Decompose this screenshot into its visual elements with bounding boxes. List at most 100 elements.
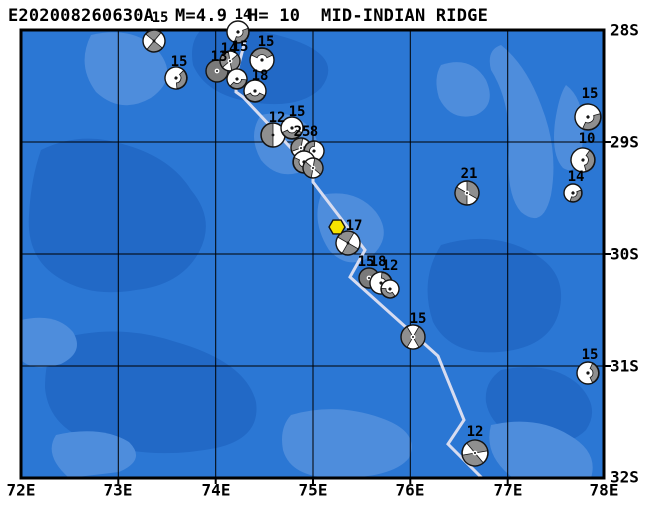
beachball-compression-lobe bbox=[381, 287, 396, 298]
beachball-center-dot bbox=[586, 371, 590, 375]
beachball bbox=[461, 439, 489, 467]
beachball-center-dot bbox=[290, 126, 294, 130]
beachball-tension-wedge bbox=[462, 442, 476, 456]
beachball-center-dot bbox=[581, 158, 585, 162]
beachball-depth-label: 25 bbox=[294, 124, 311, 140]
beachball-center-dot bbox=[388, 287, 392, 291]
bathymetry-patch-light bbox=[554, 85, 584, 171]
beachball-depth-label: 15 bbox=[232, 39, 249, 55]
beachball-depth-label: 14 bbox=[235, 7, 252, 23]
beachball-center-dot bbox=[235, 77, 239, 81]
epicenter-marker bbox=[328, 219, 346, 235]
beachball-compression-lobe bbox=[589, 362, 599, 384]
beachball bbox=[380, 279, 400, 299]
beachball bbox=[226, 68, 248, 90]
beachball-center-dot bbox=[368, 277, 370, 279]
lat-axis-label: 32S bbox=[610, 468, 639, 487]
beachball-compression-lobe bbox=[229, 78, 247, 89]
beachball bbox=[142, 29, 166, 53]
lon-axis-label: 77E bbox=[494, 481, 523, 500]
beachball-compression-lobe bbox=[569, 189, 582, 202]
ridge-axis-line bbox=[234, 30, 484, 478]
beachball-depth-label: 12 bbox=[467, 424, 484, 440]
beachball-depth-label: 15 bbox=[582, 86, 599, 102]
beachball bbox=[164, 66, 188, 90]
beachball-center-dot bbox=[346, 241, 350, 245]
beachball-depth-label: 15 bbox=[582, 347, 599, 363]
beachball bbox=[576, 361, 600, 385]
bathymetry-patch-light bbox=[489, 421, 593, 478]
beachball-center-dot bbox=[586, 115, 590, 119]
bathymetry-patch-light bbox=[436, 62, 490, 117]
lat-axis-label: 29S bbox=[610, 133, 639, 152]
beachball-depth-label: 14 bbox=[568, 169, 585, 185]
beachball-tension-wedge bbox=[310, 167, 321, 178]
beachball-depth-label: 21 bbox=[461, 166, 478, 182]
beachball-compression-quadrant bbox=[341, 242, 359, 255]
beachball-compression-lobe bbox=[233, 27, 249, 43]
beachball-compression-lobe bbox=[583, 150, 595, 172]
beachball-compression-lobe bbox=[582, 113, 601, 130]
beachball bbox=[280, 116, 304, 140]
lat-axis-label: 30S bbox=[610, 245, 639, 264]
sea-layer bbox=[21, 30, 604, 478]
bathymetry-patch-dark bbox=[427, 238, 562, 353]
beachball-depth-label: 18 bbox=[370, 254, 387, 270]
beachball-center-dot bbox=[229, 60, 231, 62]
beachball-center-dot bbox=[152, 39, 156, 43]
beachball bbox=[219, 50, 241, 72]
beachball-depth-label: 8 bbox=[310, 124, 318, 140]
beachball bbox=[243, 79, 267, 103]
beachball-depth-label: 15 bbox=[152, 10, 169, 26]
bathymetry-patch-light bbox=[21, 317, 77, 368]
bathymetry-patch-light bbox=[489, 45, 554, 219]
beachball-center-dot bbox=[312, 167, 314, 169]
beachball bbox=[302, 157, 324, 179]
bathymetry-patch-light bbox=[84, 32, 168, 106]
beachball-center-dot bbox=[379, 281, 383, 285]
page-title: E202008260630A M=4.9 H= 10 MID-INDIAN RI… bbox=[8, 6, 489, 26]
beachball-center-dot bbox=[236, 30, 240, 34]
beachball-compression-lobe bbox=[175, 70, 187, 89]
beachball bbox=[454, 180, 480, 206]
map-clipped-layer bbox=[21, 30, 604, 478]
beachball bbox=[335, 230, 361, 256]
beachball-depth-label: 15 bbox=[410, 311, 427, 327]
beachball bbox=[226, 20, 250, 44]
lon-axis-label: 78E bbox=[590, 481, 619, 500]
beachball-tension-wedge bbox=[456, 180, 468, 194]
lon-axis-label: 76E bbox=[396, 481, 425, 500]
beachball-depth-label: 12 bbox=[382, 258, 399, 274]
beachball-tension-wedge bbox=[406, 336, 420, 349]
lon-axis-label: 75E bbox=[299, 481, 328, 500]
beachball-depth-label: 12 bbox=[269, 110, 286, 126]
beachball-depth-label: 10 bbox=[579, 131, 596, 147]
beachball-depth-label: 15 bbox=[358, 254, 375, 270]
beachball-tension-wedge bbox=[466, 192, 478, 206]
beachball-depth-label: 18 bbox=[252, 68, 269, 84]
beachball-center-dot bbox=[216, 70, 218, 72]
beachball-depth-label: 15 bbox=[289, 104, 306, 120]
lon-axis-label: 74E bbox=[202, 481, 231, 500]
lat-axis-label: 31S bbox=[610, 357, 639, 376]
beachball-compression-half bbox=[261, 122, 274, 148]
lat-axis-label: 28S bbox=[610, 21, 639, 40]
beachball bbox=[400, 324, 426, 350]
beachball bbox=[570, 147, 596, 173]
beachball-center-dot bbox=[260, 58, 264, 62]
beachball-center-dot bbox=[312, 149, 316, 153]
beachball bbox=[249, 47, 275, 73]
beachball-center-dot bbox=[466, 192, 468, 194]
beachball-layer bbox=[142, 20, 602, 467]
beachball-depth-label: 15 bbox=[258, 34, 275, 50]
beachball-center-dot bbox=[474, 452, 476, 454]
beachball-compression-quadrant bbox=[337, 231, 355, 244]
beachball-compression-lobe bbox=[251, 48, 273, 59]
bathymetry-patch-light bbox=[282, 409, 412, 478]
beachball-tension-wedge bbox=[305, 158, 316, 169]
beachball-compression-lobe bbox=[244, 92, 266, 102]
beachball-center-dot bbox=[412, 336, 414, 338]
beachball-depth-label: 17 bbox=[346, 218, 363, 234]
